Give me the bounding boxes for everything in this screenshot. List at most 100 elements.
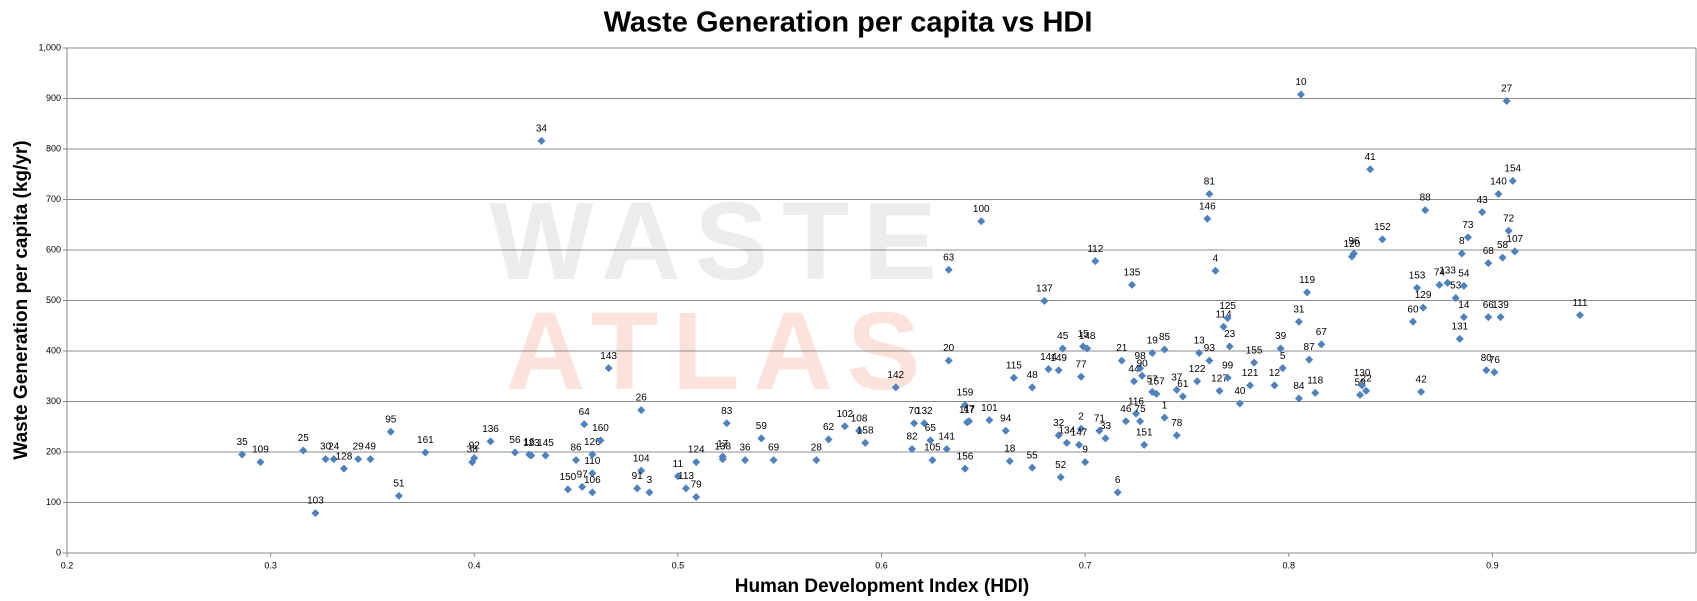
point-label: 135 xyxy=(1124,267,1141,278)
point xyxy=(1211,266,1220,275)
point xyxy=(1490,368,1499,377)
point xyxy=(366,455,375,464)
point-label: 35 xyxy=(237,437,249,448)
point-label: 45 xyxy=(1057,331,1069,342)
point-label: 40 xyxy=(1234,386,1246,397)
point xyxy=(1009,373,1018,382)
point-label: 133 xyxy=(1439,265,1456,276)
point-label: 122 xyxy=(1189,364,1206,375)
point-label: 23 xyxy=(1224,329,1236,340)
point-label: 145 xyxy=(537,438,554,449)
point xyxy=(1205,189,1214,198)
point xyxy=(741,456,750,465)
point-label: 148 xyxy=(1079,331,1096,342)
y-tick-label: 900 xyxy=(46,93,61,103)
point-label: 90 xyxy=(1137,358,1149,369)
point-label: 159 xyxy=(957,388,974,399)
y-tick-label: 1,000 xyxy=(38,42,61,52)
point xyxy=(1496,313,1505,322)
point xyxy=(1205,356,1214,365)
point xyxy=(633,484,642,493)
point-label: 120 xyxy=(1344,239,1361,250)
x-tick-label: 0.2 xyxy=(61,560,74,570)
point-label: 91 xyxy=(632,471,644,482)
point xyxy=(1127,280,1136,289)
point-label: 12 xyxy=(1269,368,1281,379)
point-label: 87 xyxy=(1304,342,1316,353)
point-label: 84 xyxy=(1293,381,1305,392)
point xyxy=(563,485,572,494)
point xyxy=(1129,377,1138,386)
point xyxy=(1455,334,1464,343)
point xyxy=(977,217,986,226)
point-label: 33 xyxy=(1100,421,1112,432)
point xyxy=(578,482,587,491)
point-label: 46 xyxy=(1120,404,1132,415)
point-label: 52 xyxy=(1055,460,1067,471)
point xyxy=(692,492,701,501)
point xyxy=(1250,358,1259,367)
point xyxy=(1575,311,1584,320)
point xyxy=(757,434,766,443)
point-label: 108 xyxy=(851,413,868,424)
point-label: 10 xyxy=(1295,77,1307,88)
point xyxy=(1083,344,1092,353)
point xyxy=(908,444,917,453)
point xyxy=(386,427,395,436)
point-label: 62 xyxy=(823,422,835,433)
point-label: 103 xyxy=(307,496,324,507)
point xyxy=(329,455,338,464)
point-label: 146 xyxy=(1199,201,1216,212)
point xyxy=(1296,90,1305,99)
point-label: 43 xyxy=(1477,195,1489,206)
point xyxy=(1195,349,1204,358)
x-tick-label: 0.3 xyxy=(264,560,277,570)
point-label: 19 xyxy=(1147,336,1159,347)
point-label: 55 xyxy=(1027,450,1039,461)
watermark-text: WASTE xyxy=(489,180,950,303)
point xyxy=(1178,392,1187,401)
point-label: 129 xyxy=(1415,290,1432,301)
point xyxy=(928,456,937,465)
point-label: 83 xyxy=(721,406,733,417)
point-label: 69 xyxy=(768,443,780,454)
point-label: 131 xyxy=(1451,322,1468,333)
point xyxy=(1005,457,1014,466)
point xyxy=(926,436,935,445)
point xyxy=(604,364,613,373)
point xyxy=(1356,390,1365,399)
point-label: 126 xyxy=(584,437,601,448)
point xyxy=(1413,283,1422,292)
point xyxy=(588,469,597,478)
point-label: 34 xyxy=(536,124,548,135)
point xyxy=(572,456,581,465)
point xyxy=(1091,257,1100,266)
point xyxy=(1366,165,1375,174)
point-label: 102 xyxy=(837,409,854,420)
point-label: 98 xyxy=(1135,351,1147,362)
point-label: 94 xyxy=(1000,413,1012,424)
point xyxy=(1276,344,1285,353)
point-label: 36 xyxy=(740,443,752,454)
point xyxy=(960,401,969,410)
point xyxy=(1419,303,1428,312)
point xyxy=(1459,313,1468,322)
point-label: 82 xyxy=(906,432,918,443)
point-label: 105 xyxy=(924,443,941,454)
point xyxy=(1502,97,1511,106)
point-label: 85 xyxy=(1159,332,1171,343)
point-label: 142 xyxy=(887,370,904,381)
point-label: 51 xyxy=(393,479,405,490)
point xyxy=(1132,409,1141,418)
point xyxy=(682,484,691,493)
y-tick-label: 300 xyxy=(46,396,61,406)
point-label: 110 xyxy=(584,456,600,467)
point xyxy=(1077,372,1086,381)
point-label: 95 xyxy=(385,414,397,425)
y-tick-label: 500 xyxy=(46,295,61,305)
point xyxy=(256,458,265,467)
point-label: 31 xyxy=(1293,304,1305,315)
x-tick-label: 0.5 xyxy=(672,560,685,570)
